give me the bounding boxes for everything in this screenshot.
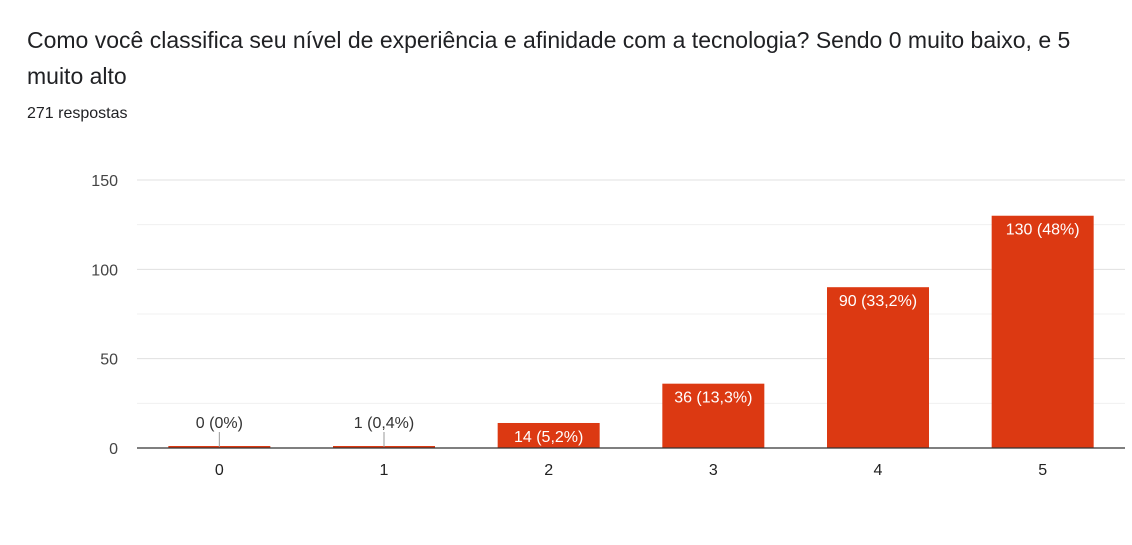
x-tick-label: 5 [1038, 462, 1047, 479]
x-tick-label: 4 [874, 462, 883, 479]
data-label: 90 (33,2%) [839, 293, 917, 310]
bar-3[interactable] [662, 383, 765, 448]
x-tick-label: 3 [709, 462, 718, 479]
bar-4[interactable] [827, 287, 929, 448]
data-labels: 0 (0%) 1 (0,4%) 14 (5,2%) 36 (13,3%) 90 (33,… [196, 222, 1080, 447]
x-tick-label: 0 [215, 462, 224, 479]
bar-5[interactable] [991, 215, 1094, 448]
x-tick-label: 1 [380, 462, 389, 479]
y-tick-label: 50 [100, 352, 118, 369]
data-label: 14 (5,2%) [514, 429, 583, 446]
data-label: 1 (0,4%) [354, 415, 414, 432]
response-count: 271 respostas [27, 105, 128, 122]
data-label: 0 (0%) [196, 415, 243, 432]
y-tick-label: 150 [91, 173, 118, 190]
x-tick-label: 2 [544, 462, 553, 479]
x-axis: 0 1 2 3 4 5 [137, 447, 1125, 479]
question-title: Como você classifica seu nível de experi… [27, 27, 1071, 89]
data-label: 130 (48%) [1006, 222, 1080, 239]
y-tick-label: 100 [91, 262, 118, 279]
bars [168, 215, 1094, 448]
grid-lines [137, 179, 1125, 404]
y-axis: 0 50 100 150 [91, 173, 118, 458]
bar-2[interactable] [497, 422, 600, 448]
data-label: 36 (13,3%) [674, 390, 752, 407]
y-tick-label: 0 [109, 441, 118, 458]
